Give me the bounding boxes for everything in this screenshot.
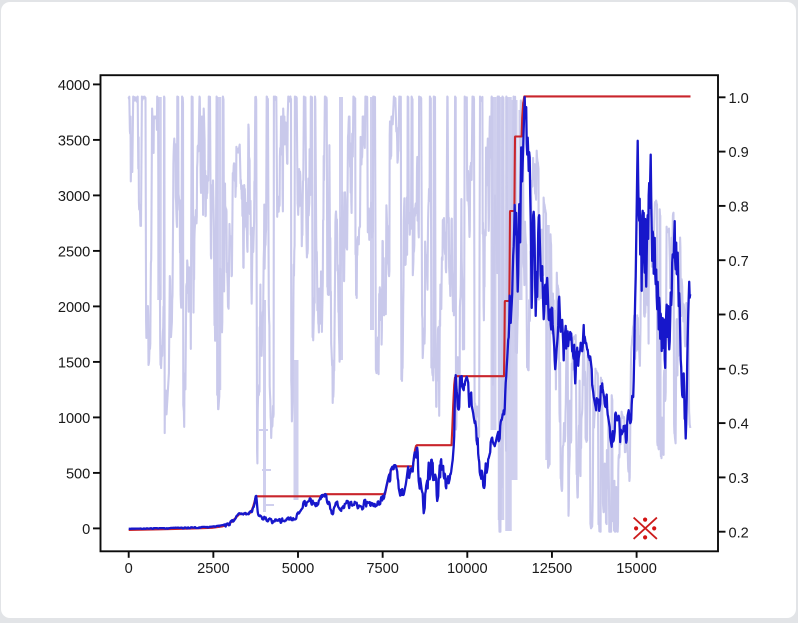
svg-text:0.6: 0.6 <box>729 308 749 324</box>
svg-text:12500: 12500 <box>532 561 573 577</box>
svg-text:0.9: 0.9 <box>729 145 749 161</box>
svg-text:0.5: 0.5 <box>729 362 749 378</box>
svg-text:1500: 1500 <box>58 356 90 372</box>
svg-text:0: 0 <box>82 522 90 538</box>
svg-text:2500: 2500 <box>58 245 90 261</box>
svg-text:0.2: 0.2 <box>729 525 749 541</box>
svg-text:1.0: 1.0 <box>729 91 749 107</box>
svg-text:1000: 1000 <box>58 411 90 427</box>
svg-text:0.8: 0.8 <box>729 200 749 216</box>
svg-text:15000: 15000 <box>616 561 657 577</box>
svg-text:0.4: 0.4 <box>729 417 749 433</box>
svg-text:4000: 4000 <box>58 78 90 94</box>
svg-text:2000: 2000 <box>58 300 90 316</box>
svg-text:3000: 3000 <box>58 189 90 205</box>
svg-text:2500: 2500 <box>197 561 229 577</box>
svg-text:7500: 7500 <box>366 561 398 577</box>
svg-text:0.3: 0.3 <box>729 471 749 487</box>
svg-text:500: 500 <box>66 467 90 483</box>
svg-text:0.7: 0.7 <box>729 254 749 270</box>
svg-text:10000: 10000 <box>447 561 488 577</box>
svg-text:0: 0 <box>125 561 133 577</box>
svg-text:5000: 5000 <box>282 561 314 577</box>
svg-text:3500: 3500 <box>58 134 90 150</box>
